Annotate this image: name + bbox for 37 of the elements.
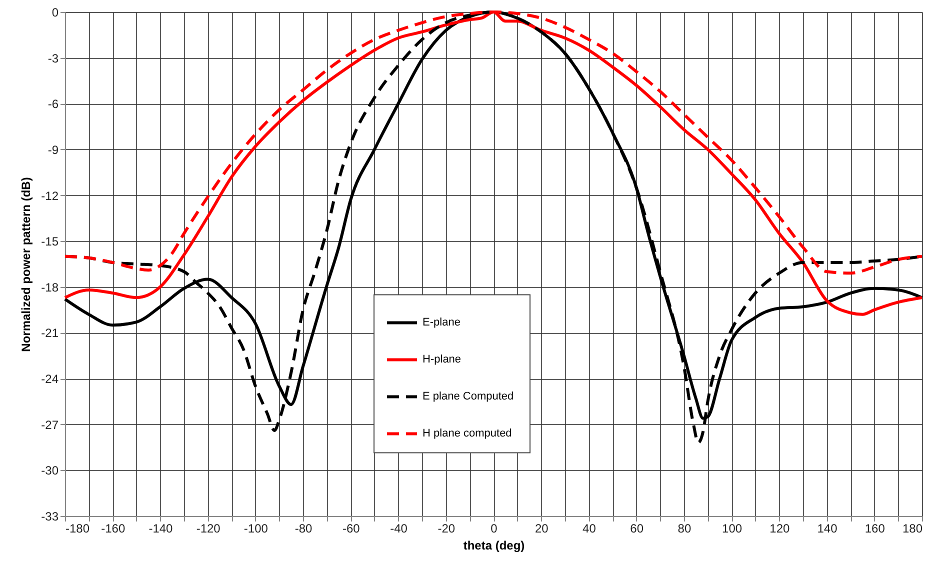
x-tick-label: -120 [196,522,221,536]
x-tick-label: -140 [148,522,174,536]
x-tick-label: 140 [817,522,838,536]
y-tick-label: -27 [41,418,59,432]
y-tick-label: -12 [41,188,59,203]
x-tick-label: 120 [770,522,790,536]
x-tick-label: -80 [294,522,313,536]
x-tick-label: -40 [390,522,408,536]
y-tick-label: 0 [52,6,59,20]
y-tick-label: -24 [41,372,59,386]
x-tick-label: 40 [582,522,596,536]
y-axis-title: Normalized power pattern (dB) [19,177,34,352]
x-tick-label: -100 [244,522,268,536]
y-tick-label: -21 [41,326,59,340]
x-axis-title: theta (deg) [463,538,525,552]
x-tick-label: 100 [722,522,742,536]
x-tick-label: 20 [534,522,549,536]
x-tick-label: 80 [678,522,692,536]
x-tick-label: 180 [902,522,923,536]
y-tick-label: -6 [48,97,59,112]
x-tick-label: 160 [864,522,886,536]
legend-label: H plane computed [422,428,512,440]
legend-label: E plane Computed [422,390,514,403]
x-tick-label: 60 [630,522,644,536]
y-tick-label: -9 [48,142,59,157]
x-tick-label: 0 [490,522,498,536]
x-tick-label: -180 [66,522,90,536]
y-tick-label: -30 [41,464,59,478]
x-tick-label: -160 [101,522,126,536]
y-tick-label: -18 [41,280,59,294]
x-tick-label: -60 [342,522,360,536]
y-tick-label: -3 [48,51,59,66]
y-tick-label: -15 [41,234,59,249]
x-tick-label: -20 [438,522,456,536]
legend-label: H-plane [422,354,462,366]
legend-label: E-plane [422,316,460,329]
y-tick-label: -33 [41,510,59,524]
